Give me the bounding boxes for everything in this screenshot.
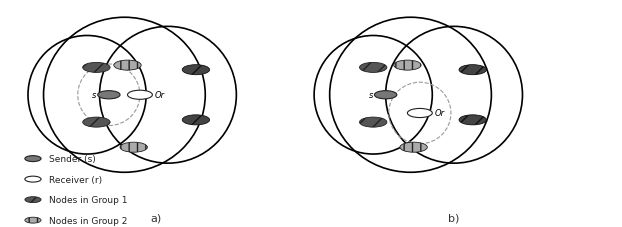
Ellipse shape (459, 65, 486, 75)
Ellipse shape (114, 61, 141, 71)
Ellipse shape (25, 197, 41, 203)
Text: a): a) (150, 213, 161, 223)
Text: s: s (92, 91, 96, 100)
Ellipse shape (374, 91, 397, 99)
Ellipse shape (360, 63, 387, 73)
Text: Or: Or (435, 109, 445, 118)
Text: Nodes in Group 2: Nodes in Group 2 (49, 216, 128, 225)
Ellipse shape (394, 61, 421, 71)
Ellipse shape (25, 156, 41, 162)
Ellipse shape (459, 115, 486, 125)
Text: Receiver (r): Receiver (r) (49, 175, 102, 184)
Ellipse shape (182, 65, 210, 75)
Ellipse shape (83, 63, 110, 73)
Text: s: s (369, 91, 373, 100)
Ellipse shape (83, 118, 110, 128)
Ellipse shape (407, 109, 432, 118)
Text: b): b) (448, 213, 460, 223)
Ellipse shape (25, 176, 41, 182)
Ellipse shape (25, 217, 41, 223)
Text: Or: Or (155, 91, 165, 100)
Ellipse shape (128, 91, 152, 100)
Ellipse shape (400, 143, 427, 153)
Ellipse shape (120, 143, 147, 153)
Ellipse shape (360, 118, 387, 128)
Ellipse shape (98, 91, 120, 99)
Text: Nodes in Group 1: Nodes in Group 1 (49, 195, 128, 204)
Text: Sender (s): Sender (s) (49, 154, 96, 163)
Ellipse shape (182, 115, 210, 125)
